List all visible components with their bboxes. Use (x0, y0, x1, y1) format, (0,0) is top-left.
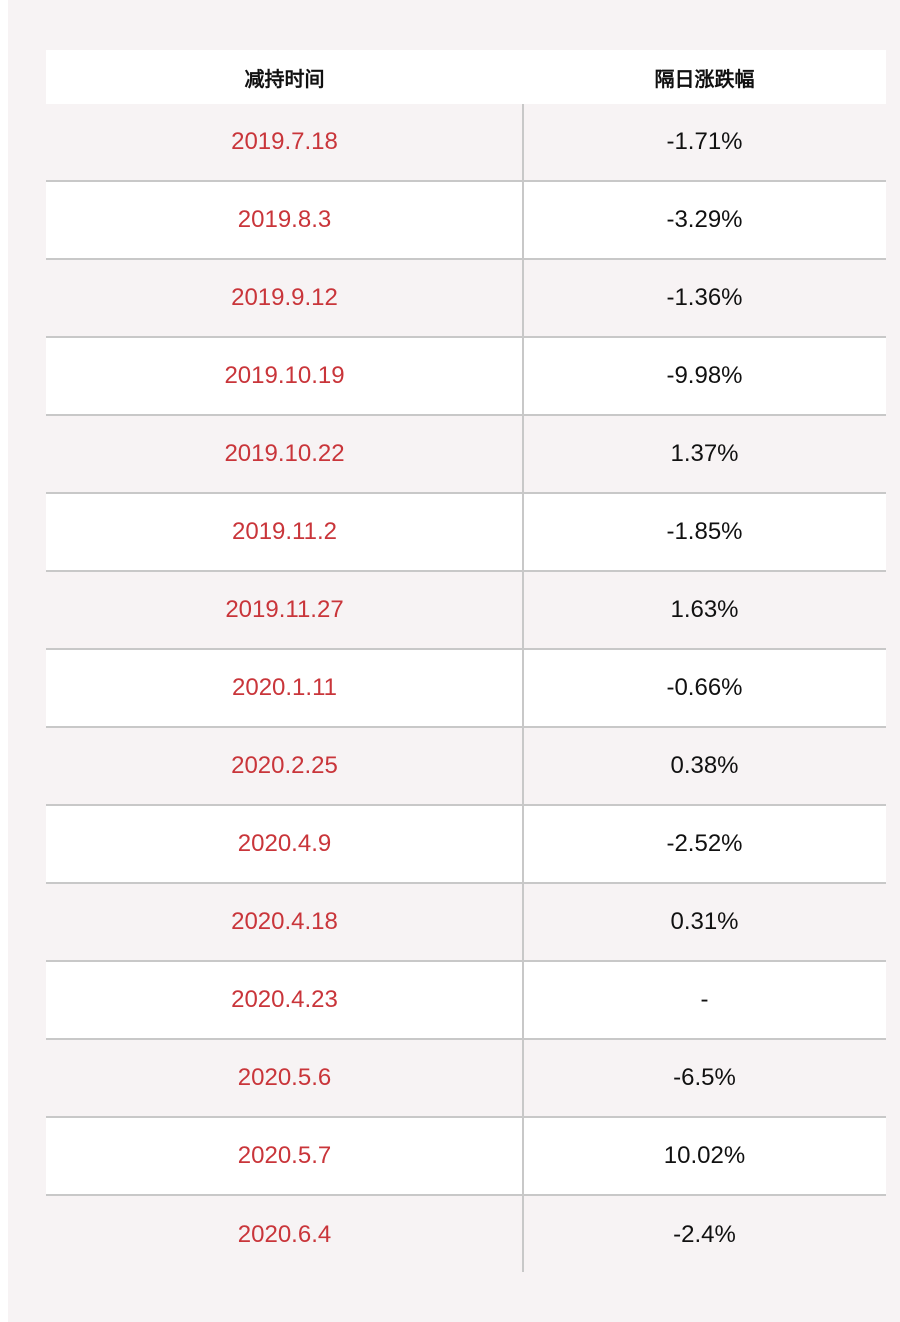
row-date: 2020.2.25 (231, 752, 338, 779)
row-date: 2019.9.12 (231, 284, 338, 311)
table-body: 2019.7.18 -1.71% 2019.8.3 -3.29% 2019.9.… (46, 104, 886, 1274)
header-date: 减持时间 (244, 66, 325, 91)
table-row: 2020.4.18 0.31% (46, 884, 886, 962)
table-row: 2020.6.4 -2.4% (46, 1196, 886, 1274)
row-date: 2019.10.22 (224, 440, 345, 467)
table-panel: 减持时间 隔日涨跌幅 2019.7.18 -1.71% 2019.8.3 -3.… (8, 0, 900, 1322)
table-row: 2020.4.9 -2.52% (46, 806, 886, 884)
table-row: 2020.4.23 - (46, 962, 886, 1040)
row-change: -1.71% (666, 128, 743, 155)
row-date: 2019.11.27 (225, 596, 344, 623)
row-change: -0.66% (666, 674, 743, 701)
row-date: 2020.5.7 (237, 1142, 332, 1169)
row-change: 10.02% (663, 1142, 746, 1169)
row-change: -1.85% (666, 518, 743, 545)
row-change: 0.38% (670, 752, 739, 779)
row-change: -1.36% (666, 284, 743, 311)
row-date: 2020.4.9 (237, 830, 332, 857)
row-change: -3.29% (666, 206, 743, 233)
table-row: 2019.8.3 -3.29% (46, 182, 886, 260)
column-divider (522, 104, 524, 1272)
reduction-table: 减持时间 隔日涨跌幅 2019.7.18 -1.71% 2019.8.3 -3.… (46, 50, 886, 1274)
table-row: 2019.11.27 1.63% (46, 572, 886, 650)
row-date: 2020.4.23 (231, 986, 338, 1013)
row-date: 2020.1.11 (232, 674, 337, 701)
row-change: -2.52% (666, 830, 743, 857)
table-row: 2019.10.19 -9.98% (46, 338, 886, 416)
table-row: 2019.11.2 -1.85% (46, 494, 886, 572)
table-row: 2019.10.22 1.37% (46, 416, 886, 494)
row-date: 2019.10.19 (224, 362, 345, 389)
row-date: 2020.5.6 (237, 1064, 332, 1091)
row-change: -9.98% (666, 362, 743, 389)
table-row: 2020.5.7 10.02% (46, 1118, 886, 1196)
row-date: 2019.11.2 (232, 518, 337, 545)
row-change: 1.63% (670, 596, 739, 623)
table-row: 2020.1.11 -0.66% (46, 650, 886, 728)
row-date: 2020.6.4 (237, 1221, 332, 1248)
row-change: - (700, 986, 709, 1013)
table-header: 减持时间 隔日涨跌幅 (46, 50, 886, 104)
row-date: 2019.7.18 (231, 128, 338, 155)
table-row: 2020.5.6 -6.5% (46, 1040, 886, 1118)
header-change: 隔日涨跌幅 (654, 66, 755, 91)
table-row: 2020.2.25 0.38% (46, 728, 886, 806)
row-change: 0.31% (670, 908, 739, 935)
row-date: 2019.8.3 (237, 206, 332, 233)
table-row: 2019.7.18 -1.71% (46, 104, 886, 182)
row-date: 2020.4.18 (231, 908, 338, 935)
row-change: -6.5% (673, 1064, 736, 1091)
row-change: 1.37% (670, 440, 739, 467)
row-change: -2.4% (673, 1221, 736, 1248)
table-row: 2019.9.12 -1.36% (46, 260, 886, 338)
